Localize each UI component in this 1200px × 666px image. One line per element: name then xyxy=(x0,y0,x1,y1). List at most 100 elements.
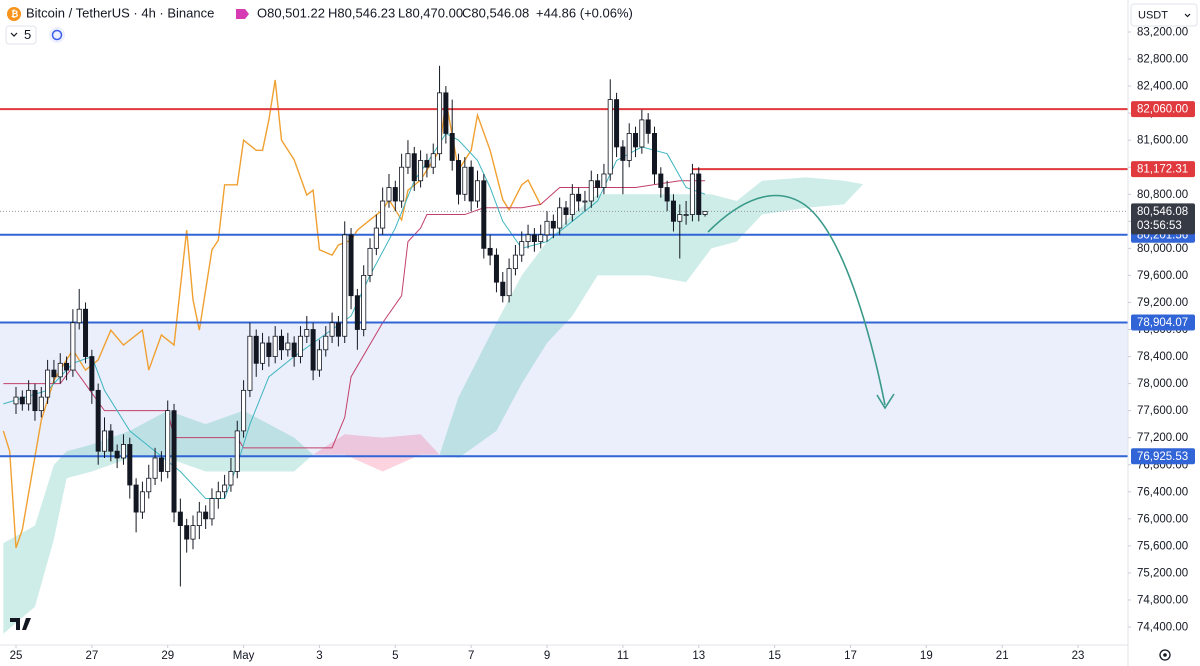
level-label-bg xyxy=(1131,448,1195,465)
support-zone xyxy=(0,322,1128,457)
candle xyxy=(279,329,285,360)
candle xyxy=(89,349,95,404)
candle-body xyxy=(380,200,386,229)
candle xyxy=(607,79,613,181)
level-label: 78,904.07 xyxy=(1137,317,1188,329)
indicator-toggle[interactable] xyxy=(5,25,37,45)
coin-icon xyxy=(7,7,21,21)
candle xyxy=(108,424,114,462)
cloud-segment xyxy=(439,397,459,458)
x-tick-label: 25 xyxy=(10,650,23,662)
candle xyxy=(228,457,234,492)
candle-body xyxy=(203,511,209,520)
cloud-segment xyxy=(420,434,440,455)
indicator-layer xyxy=(2,79,706,549)
candle xyxy=(70,309,76,377)
candle-body xyxy=(607,99,613,175)
refresh-bg[interactable] xyxy=(49,27,65,43)
cloud-segment xyxy=(382,434,421,472)
candle xyxy=(196,501,202,540)
candle xyxy=(152,447,158,486)
candle-body xyxy=(563,207,569,215)
candle xyxy=(253,329,259,377)
candle xyxy=(519,231,525,262)
level-label-bg xyxy=(1131,314,1195,331)
candle xyxy=(512,244,518,276)
candle xyxy=(544,211,550,242)
candle-body xyxy=(253,335,259,364)
candle xyxy=(702,211,708,217)
x-tick-label: 11 xyxy=(617,650,629,662)
candle xyxy=(677,204,683,259)
candle xyxy=(411,146,417,191)
candle xyxy=(361,265,367,337)
candle-body xyxy=(64,362,70,371)
candle xyxy=(531,228,537,252)
indicator-count: 5 xyxy=(24,27,31,42)
candle xyxy=(405,140,411,174)
candle xyxy=(563,201,569,225)
candle xyxy=(165,400,171,479)
candle-body xyxy=(443,92,449,134)
header-bg xyxy=(0,0,640,46)
candle-body xyxy=(342,234,348,337)
candle xyxy=(462,157,468,202)
candle-body xyxy=(696,173,702,215)
candle-body xyxy=(114,450,120,459)
candle xyxy=(386,173,392,208)
candle xyxy=(114,444,120,469)
coin-glyph: ₿ xyxy=(11,9,18,19)
level-label-bg xyxy=(1131,101,1195,118)
candle xyxy=(595,173,601,198)
last-price-label: 80,546.08 xyxy=(1137,206,1188,218)
candle-body xyxy=(361,275,367,330)
candle xyxy=(38,386,44,418)
candle-body xyxy=(234,430,240,472)
candle xyxy=(506,258,512,303)
settings-icon[interactable] xyxy=(1159,649,1171,661)
candle-body xyxy=(133,484,139,513)
logo xyxy=(10,618,31,630)
candle-body xyxy=(247,335,253,391)
candle-body xyxy=(95,389,101,452)
candle-body xyxy=(474,180,480,202)
candle-body xyxy=(430,153,436,168)
candle-body xyxy=(373,227,379,249)
candle-body xyxy=(462,166,468,195)
candle-body xyxy=(411,153,417,182)
candle-body xyxy=(165,410,171,472)
y-tick-label: 83,200.00 xyxy=(1137,27,1188,39)
candle xyxy=(651,126,657,185)
candle-body xyxy=(19,396,25,405)
candle xyxy=(310,322,316,381)
candle-body xyxy=(297,335,303,357)
candle-body xyxy=(329,322,335,337)
candle xyxy=(633,126,639,158)
candle xyxy=(569,184,575,222)
candle-body xyxy=(683,214,689,216)
cloud-segment xyxy=(736,180,762,242)
candle-body xyxy=(645,119,651,134)
candle-body xyxy=(544,220,550,236)
axis-layer: 83,200.0082,800.0082,400.0082,000.0081,6… xyxy=(10,27,1195,662)
candle-body xyxy=(285,342,291,351)
candle-body xyxy=(51,369,57,378)
cloud-layer xyxy=(3,177,864,634)
candle-body xyxy=(500,281,506,297)
candle-body xyxy=(152,457,158,479)
candle-body xyxy=(557,207,563,229)
y-tick-label: 75,600.00 xyxy=(1137,540,1188,552)
x-tick-label: 17 xyxy=(844,650,857,662)
candle xyxy=(266,336,272,367)
x-tick-label: May xyxy=(233,650,255,662)
x-tick-label: 3 xyxy=(316,650,322,662)
candle-body xyxy=(108,430,114,452)
x-tick-label: 15 xyxy=(768,650,781,662)
change-value: +44.86 (+0.06%) xyxy=(536,5,633,20)
candle-body xyxy=(177,511,183,526)
candle xyxy=(304,315,310,344)
cloud-segment xyxy=(458,322,497,458)
candle xyxy=(26,380,32,411)
currency-selector[interactable] xyxy=(1130,3,1198,27)
candle xyxy=(297,326,303,364)
